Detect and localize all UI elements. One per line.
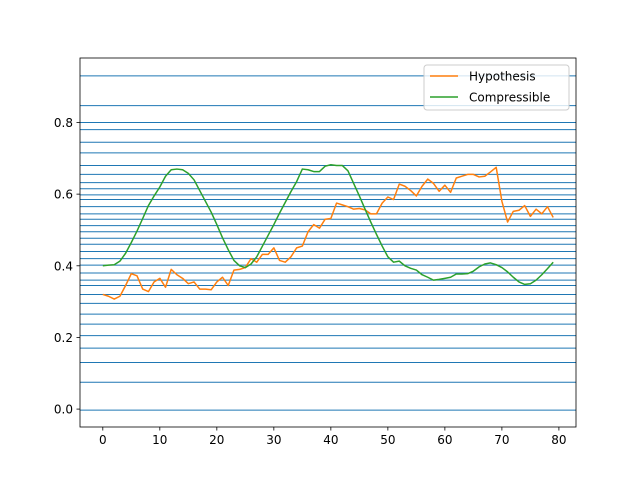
- y-tick-label: 0.8: [54, 116, 73, 130]
- x-tick-label: 20: [209, 433, 224, 447]
- plot-area-frame: [79, 57, 577, 428]
- x-tick-label: 70: [494, 433, 509, 447]
- x-tick-label: 60: [437, 433, 452, 447]
- x-tick-label: 40: [323, 433, 338, 447]
- legend: Hypothesis Compressible: [423, 64, 570, 111]
- legend-box: [423, 64, 570, 111]
- y-axis: 0.0 0.2 0.4 0.6 0.8: [54, 116, 80, 417]
- legend-label-compressible: Compressible: [469, 91, 550, 105]
- x-tick-label: 50: [380, 433, 395, 447]
- y-tick-label: 0.4: [54, 259, 73, 273]
- y-tick-label: 0.0: [54, 403, 73, 417]
- y-tick-label: 0.6: [54, 188, 73, 202]
- x-tick-label: 10: [152, 433, 167, 447]
- x-tick-label: 80: [551, 433, 566, 447]
- series-line-compressible: [102, 164, 554, 286]
- series-line-hypothesis: [102, 166, 554, 300]
- y-tick-label: 0.2: [54, 331, 73, 345]
- x-tick-label: 0: [99, 433, 107, 447]
- horizontal-lines-group: [80, 75, 576, 411]
- x-axis: 0 10 20 30 40 50 60 70 80: [99, 427, 567, 447]
- series-lines-group: [102, 164, 554, 300]
- legend-label-hypothesis: Hypothesis: [469, 70, 536, 84]
- x-tick-label: 30: [266, 433, 281, 447]
